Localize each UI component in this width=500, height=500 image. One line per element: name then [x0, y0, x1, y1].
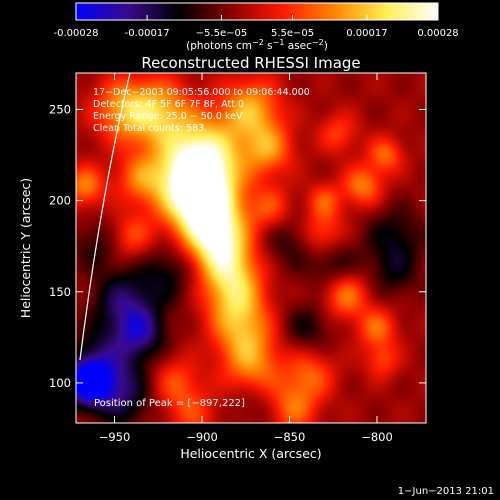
- peak-position-label: Position of Peak = [−897,222]: [94, 398, 245, 409]
- y-tick-label: 100: [49, 376, 71, 390]
- colorbar-units: (photons cm−2 s−1 asec−2): [186, 38, 328, 52]
- heatmap-image: [76, 73, 426, 423]
- colorbar-tick-label: 0.00028: [417, 28, 458, 39]
- footer-date: 1−Jun−2013 21:01: [398, 486, 494, 497]
- y-axis-label: Heliocentric Y (arcsec): [18, 178, 33, 318]
- info-counts: Clean Total counts: 583.: [93, 123, 207, 134]
- info-detectors: Detectors: 4F 5F 6F 7F 8F, Att 0: [93, 99, 244, 110]
- chart-title: Reconstructed RHESSI Image: [141, 54, 360, 72]
- plot-area: [76, 73, 426, 423]
- y-tick-label: 200: [49, 194, 71, 208]
- solar-limb-line: [79, 73, 131, 361]
- x-axis: −950 −900 −850 −800: [99, 73, 393, 444]
- info-energy-range: Energy Range: 25.0 − 50.0 keV: [93, 111, 243, 122]
- x-tick-label: −900: [186, 430, 218, 444]
- info-time-range: 17−Dec−2003 09:05:56.000 to 09:06:44.000: [93, 87, 310, 98]
- colorbar-tick-label: 0.00017: [346, 28, 387, 39]
- x-tick-label: −800: [361, 430, 393, 444]
- y-tick-label: 250: [49, 102, 71, 116]
- colorbar-gradient: [75, 2, 439, 21]
- colorbar: -0.00028 -0.00017 −5.5e−05 5.5e−05 0.00017 0.…: [54, 2, 459, 52]
- x-axis-label: Heliocentric X (arcsec): [180, 446, 321, 461]
- colorbar-tick-label: -0.00028: [54, 28, 99, 39]
- observation-info: 17−Dec−2003 09:05:56.000 to 09:06:44.000…: [93, 87, 310, 134]
- colorbar-tick-label: 5.5e−05: [271, 28, 314, 39]
- x-tick-label: −850: [274, 430, 306, 444]
- x-tick-label: −950: [99, 430, 131, 444]
- colorbar-ticks: -0.00028 -0.00017 −5.5e−05 5.5e−05 0.00017 0.…: [54, 15, 459, 39]
- colorbar-tick-label: −5.5e−05: [196, 28, 248, 39]
- plot-frame: [75, 72, 427, 424]
- y-axis: 100 150 200 250: [49, 102, 426, 390]
- y-tick-label: 150: [49, 285, 71, 299]
- colorbar-tick-label: -0.00017: [125, 28, 170, 39]
